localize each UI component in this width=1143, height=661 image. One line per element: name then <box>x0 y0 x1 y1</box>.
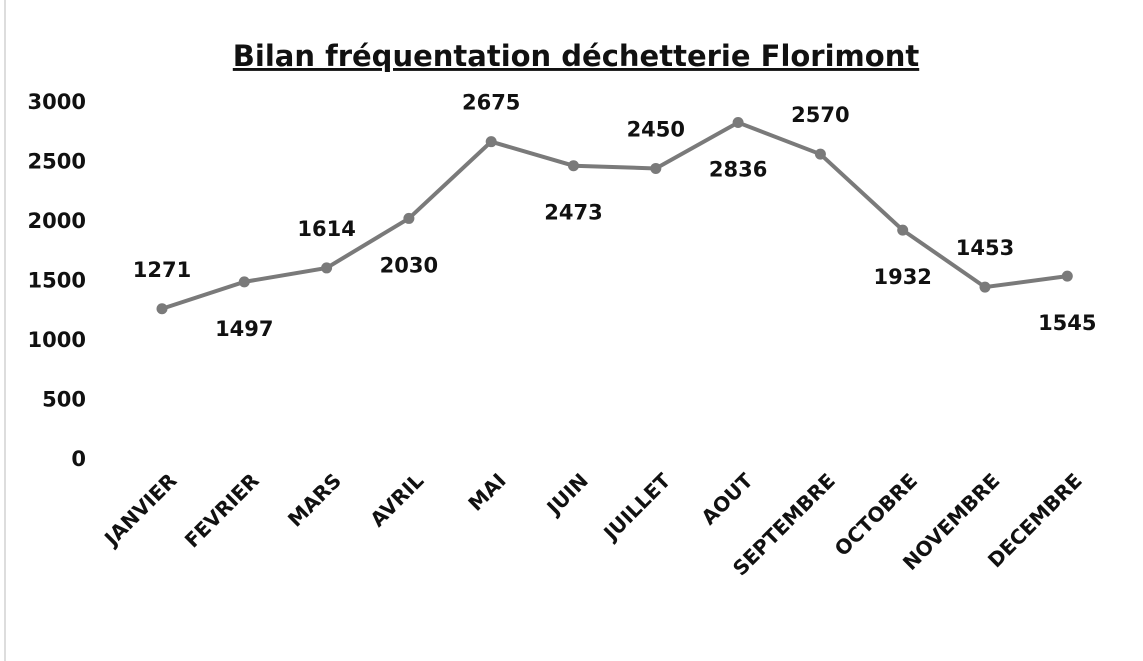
x-tick-label: MARS <box>283 468 346 531</box>
y-tick-label: 2000 <box>28 209 86 233</box>
data-label: 2030 <box>380 253 438 277</box>
data-label: 2675 <box>462 91 520 115</box>
x-tick-label: AVRIL <box>365 468 428 531</box>
point <box>568 160 579 172</box>
data-label: 1271 <box>133 258 191 282</box>
point <box>485 136 497 148</box>
x-tick-label: FEVRIER <box>180 468 264 552</box>
x-tick-label: AOUT <box>696 468 757 529</box>
data-label: 2473 <box>544 201 602 225</box>
x-tick-label: JUILLET <box>597 468 675 546</box>
y-tick-label: 1000 <box>28 328 86 352</box>
data-label: 1932 <box>873 265 931 289</box>
data-label: 1545 <box>1038 311 1096 335</box>
y-tick-label: 2500 <box>28 150 86 174</box>
point <box>1061 270 1073 282</box>
point <box>814 148 826 160</box>
point <box>321 262 333 274</box>
x-tick-label: MAI <box>463 468 510 515</box>
data-label: 2836 <box>709 158 767 182</box>
line <box>161 120 1068 311</box>
point <box>897 224 909 236</box>
y-tick-label: 1500 <box>28 269 86 293</box>
point <box>156 303 168 315</box>
data-label: 1497 <box>215 317 273 341</box>
chart-title: Bilan fréquentation déchetterie Florimon… <box>233 39 920 73</box>
x-tick-label: JUIN <box>541 468 593 520</box>
x-tick-label: JANVIER <box>98 468 181 551</box>
data-label: 1453 <box>956 236 1014 260</box>
point <box>732 117 744 129</box>
data-label: 1614 <box>297 217 355 241</box>
point <box>979 281 991 293</box>
point <box>650 162 662 174</box>
y-tick-label: 3000 <box>28 90 86 114</box>
point <box>403 212 415 224</box>
data-label: 2450 <box>627 117 685 141</box>
y-tick-label: 500 <box>42 388 86 412</box>
data-label: 2570 <box>791 103 849 127</box>
y-tick-label: 0 <box>71 447 86 471</box>
point <box>238 276 250 288</box>
